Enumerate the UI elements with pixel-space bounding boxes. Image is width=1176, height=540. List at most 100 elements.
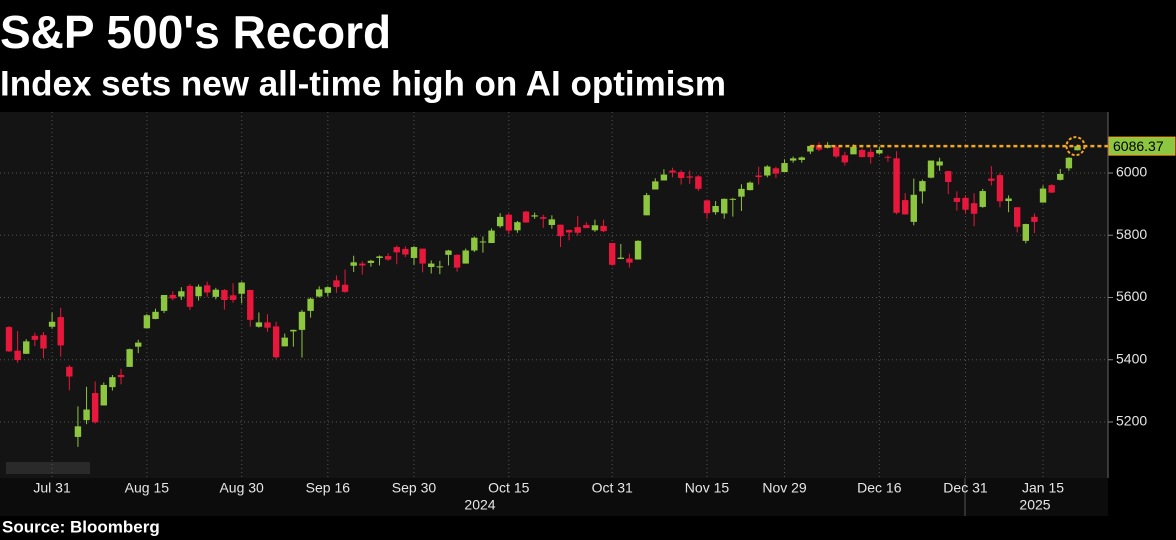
record-circle [1065, 136, 1086, 157]
candle-body [126, 349, 133, 367]
x-tick-label: Oct 15 [488, 480, 529, 496]
candle-body [91, 393, 99, 423]
x-tick-label: Oct 31 [592, 480, 633, 496]
candle-body [229, 295, 237, 300]
candle-body [1065, 157, 1073, 169]
candle-body [643, 195, 650, 216]
candle-body [212, 289, 220, 297]
candle-body [669, 170, 676, 173]
chart-subtitle: Index sets new all-time high on AI optim… [0, 64, 726, 103]
candle-body [522, 211, 530, 223]
candle-body [979, 191, 986, 207]
candle-body [962, 197, 969, 210]
candle-body [462, 250, 469, 264]
candle-body [833, 147, 840, 157]
candle-body [1074, 146, 1081, 151]
last-value-label: 6086.37 [1113, 138, 1164, 154]
candle-body [100, 384, 107, 406]
candle-body [789, 158, 797, 161]
x-tick-label: Dec 31 [943, 480, 988, 496]
candle-body [1005, 198, 1012, 202]
candle-body [695, 176, 702, 189]
chart-title: S&P 500's Record [0, 6, 391, 58]
candle-body [393, 247, 400, 253]
candle-body [238, 282, 245, 294]
candle-body [488, 230, 495, 244]
candle-body [721, 198, 728, 214]
candle-body [540, 217, 547, 219]
candle-body [48, 321, 56, 327]
candle-body [203, 285, 211, 293]
y-tick-label: 5800 [1116, 226, 1147, 242]
candle-body [160, 295, 168, 311]
x-tick-label: Sep 30 [392, 480, 437, 496]
candle-body [764, 166, 771, 176]
candle-body [970, 203, 978, 214]
y-tick-label: 5600 [1116, 288, 1147, 304]
candle-body [557, 224, 564, 237]
y-tick-label: 5400 [1116, 350, 1147, 366]
candle-body [281, 337, 288, 347]
candle-body [608, 243, 616, 265]
candle-body [1039, 188, 1047, 203]
x-tick-label: Nov 15 [685, 480, 730, 496]
x-tick-label: Nov 29 [762, 480, 807, 496]
candle-body [1013, 207, 1021, 227]
candle-body [479, 241, 487, 243]
x-tick-label: Dec 16 [857, 480, 902, 496]
candle-body [384, 256, 392, 260]
candle-body [178, 291, 185, 297]
candle-body [307, 298, 314, 311]
candle-body [367, 260, 375, 263]
candle-body [876, 149, 883, 154]
x-tick-label: Jan 15 [1022, 480, 1064, 496]
candle-body [729, 198, 737, 200]
candle-body [117, 374, 125, 378]
candle-body [255, 322, 263, 327]
candle-body [341, 284, 349, 292]
source: Source: Bloomberg [2, 517, 160, 536]
candle-body [23, 341, 30, 354]
candle-body [652, 181, 659, 190]
candle-body [436, 266, 444, 268]
candle-body [496, 216, 504, 227]
candle-body [591, 225, 599, 231]
candle-body [927, 160, 935, 178]
year-label: 2024 [464, 497, 495, 513]
candle-body [264, 322, 271, 328]
candle-body [815, 145, 823, 150]
candle-body [1048, 185, 1055, 193]
candle-body [867, 151, 874, 158]
candle-body [660, 174, 668, 181]
candle-body [901, 200, 909, 215]
candle-body [298, 311, 306, 330]
candle-body [807, 145, 814, 152]
candle-body [677, 172, 685, 178]
candle-body [548, 219, 556, 225]
candle-body [686, 176, 693, 178]
candle-body [83, 409, 90, 421]
candle-body [402, 248, 409, 255]
candle-body [738, 188, 745, 197]
candle-body [350, 262, 357, 266]
candle-body [109, 377, 116, 388]
candle-body [626, 258, 633, 263]
candle-body [14, 350, 21, 361]
candle-body [376, 256, 383, 258]
x-tick-label: Aug 15 [125, 480, 170, 496]
x-tick-label: Aug 30 [219, 480, 264, 496]
candle-body [988, 178, 995, 181]
candle-body [419, 248, 426, 264]
candle-body [324, 287, 332, 293]
year-label: 2025 [1019, 497, 1050, 513]
candle-body [247, 290, 254, 320]
candle-body [31, 335, 39, 340]
candle-body [1022, 224, 1030, 241]
candle-body [66, 366, 73, 377]
x-axis-area [0, 478, 1108, 516]
candle-body [169, 295, 176, 299]
candle-body [40, 335, 47, 349]
candle-body [919, 181, 926, 192]
toolbar [6, 462, 90, 474]
